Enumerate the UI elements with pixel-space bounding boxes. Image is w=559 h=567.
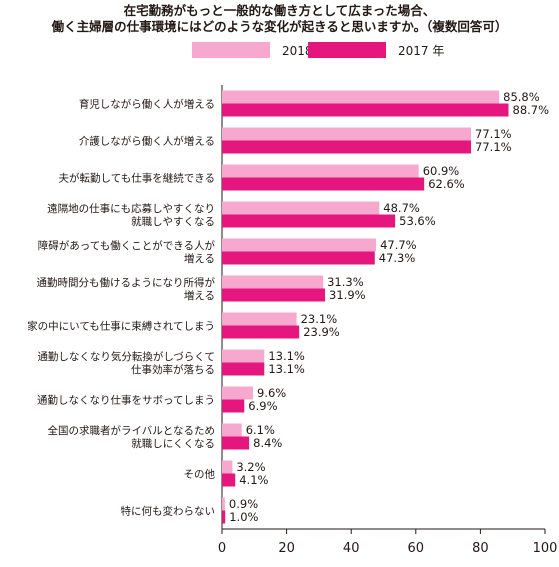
value-label-2017: 47.3% [379, 251, 416, 265]
category-label: 通勤しなくなり仕事をサボってしまう [37, 394, 215, 407]
bar-2018 [222, 238, 377, 252]
legend-item-2017: 2017 年 [308, 41, 444, 59]
x-tick-label: 100 [533, 541, 558, 556]
value-label-2018: 85.8% [503, 90, 540, 104]
bar-2018 [222, 423, 242, 437]
legend-swatch-2017 [308, 42, 386, 58]
category-label: 障碍があっても働くことができる人が増える [38, 239, 216, 265]
value-label-2018: 48.7% [383, 201, 420, 215]
x-tick-label: 0 [218, 541, 226, 556]
category-label: 家の中にいても仕事に束縛されてしまう [27, 320, 215, 333]
bar-2018 [222, 127, 472, 141]
value-label-2018: 0.9% [229, 497, 258, 511]
bar-2018 [222, 201, 380, 215]
bar-2018 [222, 497, 225, 511]
bar-2017 [222, 399, 245, 413]
value-label-2017: 31.9% [329, 288, 366, 302]
value-label-2017: 6.9% [248, 399, 277, 413]
category-label: 特に何も変わらない [121, 505, 216, 518]
legend-swatch-2018 [192, 42, 270, 58]
value-label-2018: 31.3% [327, 275, 364, 289]
bar-2018 [222, 164, 419, 178]
value-label-2017: 77.1% [475, 140, 512, 154]
value-label-2018: 3.2% [236, 460, 265, 474]
bar-2017 [222, 473, 236, 487]
bar-2017 [222, 325, 300, 339]
category-label: 全国の求職者がライバルとなるため就職しにくくなる [48, 424, 215, 450]
bar-2017 [222, 177, 425, 191]
bar-2018 [222, 90, 500, 104]
bar-2017 [222, 140, 472, 154]
x-tick-label: 80 [472, 541, 489, 556]
x-tick-label: 40 [343, 541, 360, 556]
bar-2017 [222, 251, 375, 265]
value-label-2017: 8.4% [253, 436, 282, 450]
value-label-2018: 77.1% [475, 127, 512, 141]
category-label: 夫が転勤しても仕事を継続できる [59, 172, 215, 185]
bar-2017 [222, 103, 509, 117]
bar-2018 [222, 275, 324, 289]
category-label: 育児しながら働く人が増える [79, 98, 215, 111]
value-label-2018: 13.1% [268, 349, 305, 363]
bar-2017 [222, 510, 226, 524]
value-label-2017: 13.1% [268, 362, 305, 376]
value-label-2017: 4.1% [239, 473, 268, 487]
category-label: 遠隔地の仕事にも応募しやすくなり就職しやすくなる [47, 202, 215, 228]
value-label-2018: 23.1% [301, 312, 338, 326]
value-label-2017: 53.6% [399, 214, 436, 228]
legend-label-2017: 2017 年 [398, 43, 445, 58]
bar-2018 [222, 460, 233, 474]
value-label-2017: 88.7% [513, 103, 550, 117]
value-label-2018: 6.1% [246, 423, 275, 437]
value-label-2017: 1.0% [229, 510, 258, 524]
value-label-2018: 47.7% [380, 238, 417, 252]
value-label-2017: 23.9% [303, 325, 340, 339]
bar-2017 [222, 288, 326, 302]
bar-2017 [222, 362, 265, 376]
value-label-2018: 60.9% [423, 164, 460, 178]
bar-2018 [222, 312, 297, 326]
category-label: 通勤時間分も働けるようになり所得が増える [37, 276, 216, 302]
value-label-2017: 62.6% [428, 177, 465, 191]
chart-title-line-2: 働く主婦層の仕事環境にはどのような変化が起きると思いますか。（複数回答可） [51, 19, 508, 34]
x-tick-label: 20 [278, 541, 295, 556]
bar-2018 [222, 349, 265, 363]
x-tick-label: 60 [408, 541, 425, 556]
category-label: 通勤しなくなり気分転換がしづらくて仕事効率が落ちる [37, 350, 215, 376]
category-label: 介護しながら働く人が増える [79, 135, 215, 148]
bar-2017 [222, 214, 396, 228]
bar-2018 [222, 386, 254, 400]
bar-2017 [222, 436, 250, 450]
chart-title-line-1: 在宅勤務がもっと一般的な働き方として広まった場合、 [123, 3, 436, 18]
value-label-2018: 9.6% [257, 386, 286, 400]
category-label: その他 [184, 468, 216, 481]
